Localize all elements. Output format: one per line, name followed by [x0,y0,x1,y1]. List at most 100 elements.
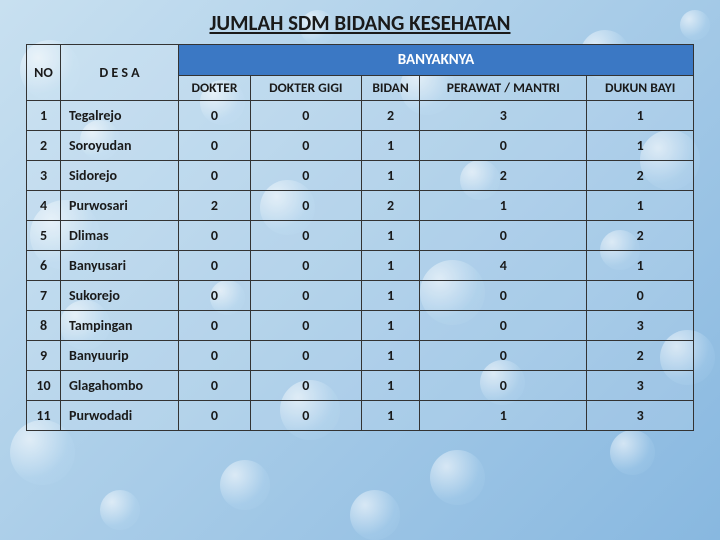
cell-value: 1 [420,400,587,430]
cell-no: 9 [27,340,61,370]
col-header-bidan: BIDAN [361,76,420,101]
table-row: 4Purwosari20211 [27,190,694,220]
cell-value: 1 [587,130,694,160]
col-header-dukun: DUKUN BAYI [587,76,694,101]
table-row: 9Banyuurip00102 [27,340,694,370]
cell-value: 0 [179,160,251,190]
table-row: 7Sukorejo00100 [27,280,694,310]
cell-no: 5 [27,220,61,250]
cell-value: 0 [250,220,361,250]
cell-desa: Dlimas [61,220,179,250]
sdm-table: NO D E S A BANYAKNYA DOKTER DOKTER GIGI … [26,44,694,431]
cell-no: 10 [27,370,61,400]
cell-value: 2 [420,160,587,190]
table-row: 5Dlimas00102 [27,220,694,250]
cell-value: 0 [179,310,251,340]
table-row: 11Purwodadi00113 [27,400,694,430]
col-header-no: NO [27,45,61,101]
cell-value: 2 [361,190,420,220]
cell-value: 1 [361,280,420,310]
cell-value: 3 [587,370,694,400]
cell-value: 0 [179,370,251,400]
cell-value: 0 [179,280,251,310]
cell-value: 1 [361,370,420,400]
table-row: 10Glagahombo00103 [27,370,694,400]
cell-value: 1 [420,190,587,220]
cell-desa: Sukorejo [61,280,179,310]
col-header-dokter-gigi: DOKTER GIGI [250,76,361,101]
cell-value: 0 [179,100,251,130]
cell-value: 0 [250,130,361,160]
cell-value: 0 [420,340,587,370]
cell-value: 0 [250,100,361,130]
cell-desa: Purwosari [61,190,179,220]
cell-value: 0 [250,280,361,310]
cell-desa: Banyuurip [61,340,179,370]
cell-desa: Soroyudan [61,130,179,160]
col-header-dokter: DOKTER [179,76,251,101]
cell-value: 4 [420,250,587,280]
cell-value: 0 [250,340,361,370]
table-row: 6Banyusari00141 [27,250,694,280]
cell-value: 1 [587,100,694,130]
cell-desa: Glagahombo [61,370,179,400]
cell-value: 0 [250,370,361,400]
cell-value: 0 [179,400,251,430]
cell-value: 0 [250,250,361,280]
cell-desa: Purwodadi [61,400,179,430]
cell-value: 3 [587,310,694,340]
cell-no: 6 [27,250,61,280]
cell-value: 1 [587,190,694,220]
cell-value: 1 [361,340,420,370]
cell-value: 0 [179,220,251,250]
cell-value: 0 [250,160,361,190]
cell-no: 2 [27,130,61,160]
col-header-perawat: PERAWAT / MANTRI [420,76,587,101]
table-row: 2Soroyudan00101 [27,130,694,160]
cell-no: 1 [27,100,61,130]
cell-value: 0 [420,370,587,400]
cell-no: 7 [27,280,61,310]
cell-desa: Sidorejo [61,160,179,190]
cell-desa: Banyusari [61,250,179,280]
cell-value: 3 [420,100,587,130]
cell-value: 3 [587,400,694,430]
page-title: JUMLAH SDM BIDANG KESEHATAN [0,0,720,44]
cell-value: 0 [420,220,587,250]
cell-no: 4 [27,190,61,220]
cell-value: 1 [361,160,420,190]
cell-value: 1 [361,400,420,430]
table-row: 1Tegalrejo00231 [27,100,694,130]
cell-value: 2 [587,160,694,190]
cell-value: 0 [179,130,251,160]
cell-value: 0 [179,250,251,280]
col-header-group: BANYAKNYA [179,45,694,76]
cell-value: 1 [587,250,694,280]
cell-value: 0 [250,190,361,220]
cell-desa: Tampingan [61,310,179,340]
cell-value: 0 [420,310,587,340]
cell-value: 0 [587,280,694,310]
cell-value: 0 [420,130,587,160]
cell-no: 3 [27,160,61,190]
table-row: 8Tampingan00103 [27,310,694,340]
cell-desa: Tegalrejo [61,100,179,130]
cell-no: 8 [27,310,61,340]
table-body: 1Tegalrejo002312Soroyudan001013Sidorejo0… [27,100,694,430]
cell-value: 2 [587,340,694,370]
cell-value: 0 [420,280,587,310]
cell-value: 1 [361,310,420,340]
cell-value: 1 [361,220,420,250]
cell-value: 2 [179,190,251,220]
cell-value: 1 [361,130,420,160]
table-container: NO D E S A BANYAKNYA DOKTER DOKTER GIGI … [0,44,720,431]
cell-value: 0 [250,400,361,430]
cell-value: 0 [179,340,251,370]
table-row: 3Sidorejo00122 [27,160,694,190]
col-header-desa: D E S A [61,45,179,101]
cell-value: 2 [361,100,420,130]
cell-value: 0 [250,310,361,340]
cell-value: 2 [587,220,694,250]
cell-no: 11 [27,400,61,430]
cell-value: 1 [361,250,420,280]
